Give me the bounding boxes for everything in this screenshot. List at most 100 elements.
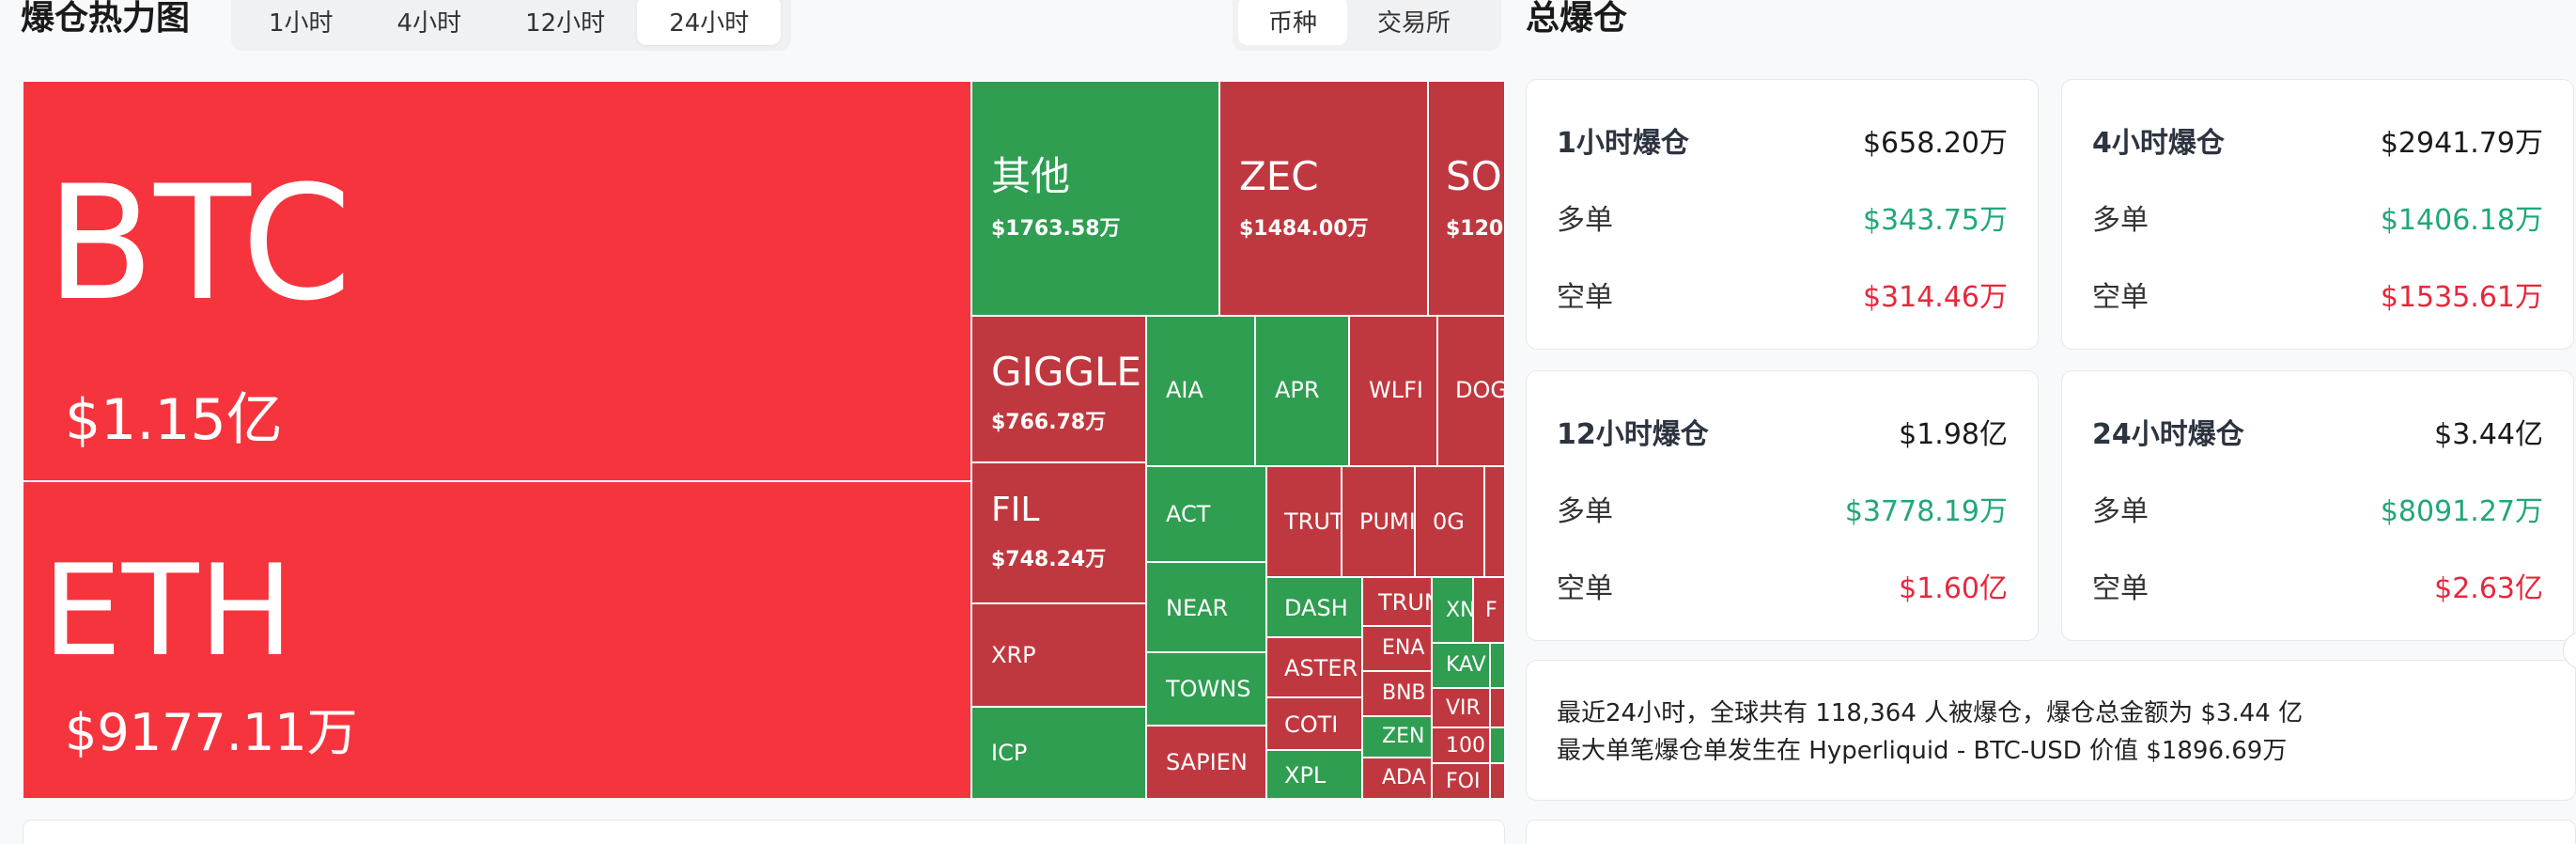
tile-symbol: ETH — [42, 538, 294, 684]
tile-trut[interactable]: TRUT — [1266, 466, 1342, 577]
tile-giggle[interactable]: GIGGLE $766.78万 — [971, 316, 1146, 462]
tile-f[interactable]: F — [1473, 577, 1505, 643]
tile-0g[interactable]: 0G — [1415, 466, 1484, 577]
tile-amount: $748.24万 — [991, 548, 1107, 571]
tile-100[interactable]: 100 — [1432, 727, 1490, 763]
stat-total-value: $3.44亿 — [2434, 418, 2543, 451]
tile-zec[interactable]: ZEC $1484.00万 — [1219, 81, 1428, 316]
tile-unlabeled[interactable] — [1490, 643, 1505, 688]
tile-dash[interactable]: DASH — [1266, 577, 1362, 637]
long-value: $8091.27万 — [2380, 495, 2543, 528]
tile-kav[interactable]: KAV — [1432, 643, 1490, 688]
tile-symbol: COTI — [1284, 711, 1339, 738]
tab-1h[interactable]: 1小时 — [269, 8, 334, 38]
tile-doge[interactable]: DOGE — [1437, 316, 1505, 466]
tile-symbol: ZEN — [1382, 725, 1425, 748]
tile-symbol: ACT — [1166, 501, 1211, 527]
tile-aster[interactable]: ASTER — [1266, 637, 1362, 697]
tile-bnb[interactable]: BNB — [1362, 671, 1432, 716]
tile-pumi[interactable]: PUMI — [1342, 466, 1415, 577]
tab-12h[interactable]: 12小时 — [525, 8, 606, 38]
stat-short-row: 空单 $1.60亿 — [1557, 565, 2008, 606]
tile-symbol: FIL — [991, 491, 1040, 529]
long-label: 多单 — [1557, 495, 1613, 528]
stat-total-value: $658.20万 — [1862, 127, 2008, 160]
tile-symbol: XN — [1446, 599, 1473, 622]
tile-trun[interactable]: TRUN — [1362, 577, 1432, 626]
stat-long-row: 多单 $343.75万 — [1557, 196, 2008, 238]
long-label: 多单 — [1557, 204, 1613, 237]
tile-sapien[interactable]: SAPIEN — [1146, 726, 1266, 799]
tile-sol[interactable]: SOL $1207 — [1428, 81, 1505, 316]
tile-symbol: ZEC — [1239, 153, 1319, 199]
tile-unlabeled[interactable] — [1484, 466, 1505, 577]
long-label: 多单 — [2092, 495, 2149, 528]
short-value: $1535.61万 — [2380, 281, 2543, 314]
liquidation-heatmap: BTC $1.15亿 ETH $9177.11万 其他 $1763.58万 ZE… — [23, 81, 1505, 799]
tile-ada[interactable]: ADA — [1362, 758, 1432, 799]
tab-by-coin[interactable]: 币种 — [1238, 0, 1348, 45]
tab-24h[interactable]: 24小时 — [637, 0, 782, 45]
tile-others[interactable]: 其他 $1763.58万 — [971, 81, 1219, 316]
tile-symbol: BTC — [46, 151, 352, 336]
tile-symbol: DASH — [1284, 595, 1348, 621]
tile-btc[interactable]: BTC $1.15亿 — [23, 81, 971, 481]
tile-symbol: VIR — [1446, 696, 1481, 720]
long-label: 多单 — [2092, 204, 2149, 237]
tile-wlfi[interactable]: WLFI — [1349, 316, 1437, 466]
total-liquidation-title: 总爆仓 — [1526, 0, 1628, 38]
tile-symbol: ADA — [1382, 766, 1426, 789]
tile-amount: $1484.00万 — [1239, 217, 1369, 241]
tile-vir[interactable]: VIR — [1432, 688, 1490, 727]
tile-near[interactable]: NEAR — [1146, 562, 1266, 652]
tile-towns[interactable]: TOWNS — [1146, 652, 1266, 726]
tile-fil[interactable]: FIL $748.24万 — [971, 462, 1146, 603]
tile-symbol: XRP — [991, 642, 1036, 668]
tile-eth[interactable]: ETH $9177.11万 — [23, 481, 971, 799]
tile-symbol: TOWNS — [1166, 676, 1251, 702]
tile-apr[interactable]: APR — [1255, 316, 1349, 466]
short-label: 空单 — [1557, 281, 1613, 314]
tile-symbol: 其他 — [991, 153, 1071, 199]
tile-amount: $766.78万 — [991, 411, 1107, 434]
short-label: 空单 — [2092, 281, 2149, 314]
tile-symbol: APR — [1275, 377, 1320, 403]
long-value: $343.75万 — [1862, 204, 2008, 237]
tile-act[interactable]: ACT — [1146, 466, 1266, 562]
stat-total-row: 1小时爆仓 $658.20万 — [1557, 119, 2008, 161]
tile-symbol: FOI — [1446, 770, 1481, 793]
tile-aia[interactable]: AIA — [1146, 316, 1255, 466]
tile-icp[interactable]: ICP — [971, 707, 1146, 799]
tile-xrp[interactable]: XRP — [971, 603, 1146, 707]
tile-symbol: TRUN — [1378, 589, 1431, 616]
stat-label: 12小时爆仓 — [1557, 418, 1709, 451]
tab-by-exchange[interactable]: 交易所 — [1377, 8, 1451, 38]
stat-total-value: $2941.79万 — [2380, 127, 2543, 160]
stat-card-4h: 4小时爆仓 $2941.79万 多单 $1406.18万 空单 $1535.61… — [2061, 79, 2574, 350]
tile-coti[interactable]: COTI — [1266, 697, 1362, 750]
tile-zen[interactable]: ZEN — [1362, 716, 1432, 758]
tile-foi[interactable]: FOI — [1432, 763, 1490, 799]
heatmap-title: 爆仓热力图 — [21, 0, 191, 38]
tile-xpl[interactable]: XPL — [1266, 750, 1362, 799]
tile-unlabeled[interactable] — [1490, 763, 1505, 799]
tile-symbol: WLFI — [1369, 377, 1423, 403]
liquidation-summary: 最近24小时，全球共有 118,364 人被爆仓，爆仓总金额为 $3.44 亿 … — [1526, 660, 2576, 801]
short-value: $1.60亿 — [1899, 572, 2008, 605]
tile-unlabeled[interactable] — [1490, 727, 1505, 763]
tile-symbol: TRUT — [1284, 508, 1342, 535]
tile-symbol: SOL — [1446, 153, 1504, 199]
stat-total-row: 24小时爆仓 $3.44亿 — [2092, 411, 2543, 452]
stat-label: 24小时爆仓 — [2092, 418, 2244, 451]
stat-card-1h: 1小时爆仓 $658.20万 多单 $343.75万 空单 $314.46万 — [1526, 79, 2039, 350]
short-label: 空单 — [2092, 572, 2149, 605]
tile-ena[interactable]: ENA — [1362, 626, 1432, 671]
tile-amount: $1.15亿 — [65, 387, 283, 453]
stat-total-row: 12小时爆仓 $1.98亿 — [1557, 411, 2008, 452]
tile-symbol: SAPIEN — [1166, 749, 1248, 775]
tile-amount: $1763.58万 — [991, 217, 1121, 241]
tile-unlabeled[interactable] — [1490, 688, 1505, 727]
tab-4h[interactable]: 4小时 — [396, 8, 462, 38]
tile-xn[interactable]: XN — [1432, 577, 1473, 643]
stat-short-row: 空单 $2.63亿 — [2092, 565, 2543, 606]
